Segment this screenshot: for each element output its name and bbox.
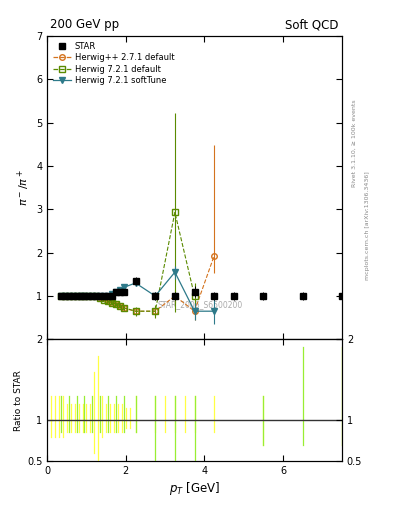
Text: Soft QCD: Soft QCD <box>285 18 339 31</box>
Text: Rivet 3.1.10, ≥ 100k events: Rivet 3.1.10, ≥ 100k events <box>352 99 357 187</box>
Y-axis label: $\pi^- / \pi^+$: $\pi^- / \pi^+$ <box>16 169 32 206</box>
Text: 200 GeV pp: 200 GeV pp <box>50 18 119 31</box>
X-axis label: $p_T$ [GeV]: $p_T$ [GeV] <box>169 480 220 497</box>
Legend: STAR, Herwig++ 2.7.1 default, Herwig 7.2.1 default, Herwig 7.2.1 softTune: STAR, Herwig++ 2.7.1 default, Herwig 7.2… <box>51 40 176 87</box>
Text: STAR_2006_S6500200: STAR_2006_S6500200 <box>158 300 243 309</box>
Text: mcplots.cern.ch [arXiv:1306.3436]: mcplots.cern.ch [arXiv:1306.3436] <box>365 171 371 280</box>
Y-axis label: Ratio to STAR: Ratio to STAR <box>14 370 23 431</box>
